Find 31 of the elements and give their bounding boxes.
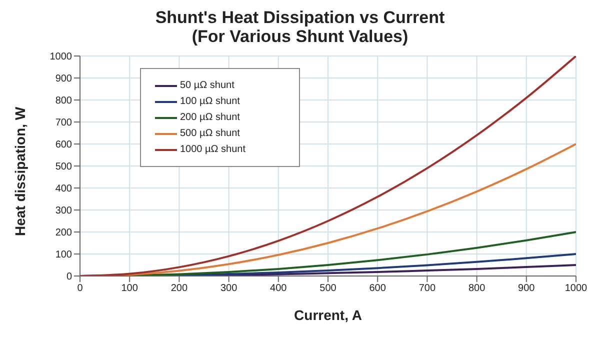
y-tick-label: 300 bbox=[55, 206, 72, 217]
y-tick-label: 700 bbox=[55, 118, 72, 129]
y-tick-label: 100 bbox=[55, 250, 72, 261]
x-tick-label: 900 bbox=[518, 283, 536, 294]
y-tick-label: 1000 bbox=[50, 52, 72, 63]
legend-label: 1000 µΩ shunt bbox=[180, 144, 246, 155]
x-tick-label: 200 bbox=[170, 283, 188, 294]
x-tick-label: 1000 bbox=[564, 283, 588, 294]
y-tick-label: 0 bbox=[66, 272, 72, 283]
y-tick-label: 500 bbox=[55, 162, 72, 173]
legend-label: 200 µΩ shunt bbox=[180, 112, 240, 123]
x-tick-label: 300 bbox=[220, 283, 238, 294]
y-tick-label: 600 bbox=[55, 140, 72, 151]
y-tick-label: 800 bbox=[55, 96, 72, 107]
x-tick-label: 800 bbox=[468, 283, 486, 294]
y-tick-label: 900 bbox=[55, 74, 72, 85]
x-tick-label: 700 bbox=[418, 283, 436, 294]
y-tick-label: 400 bbox=[55, 184, 72, 195]
legend-label: 50 µΩ shunt bbox=[180, 80, 234, 91]
x-tick-label: 600 bbox=[369, 283, 386, 294]
chart-subtitle: (For Various Shunt Values) bbox=[190, 27, 410, 46]
legend-label: 100 µΩ shunt bbox=[180, 96, 240, 107]
x-tick-label: 100 bbox=[121, 283, 138, 294]
chart-title: Shunt's Heat Dissipation vs Current bbox=[154, 8, 446, 27]
y-axis-title: Heat dissipation, W bbox=[12, 106, 28, 236]
x-tick-label: 400 bbox=[270, 283, 288, 294]
y-tick-label: 200 bbox=[55, 228, 72, 239]
x-tick-label: 500 bbox=[320, 283, 337, 294]
x-tick-label: 0 bbox=[77, 283, 84, 294]
legend-label: 500 µΩ shunt bbox=[180, 128, 240, 139]
x-axis-title: Current, A bbox=[294, 307, 362, 323]
